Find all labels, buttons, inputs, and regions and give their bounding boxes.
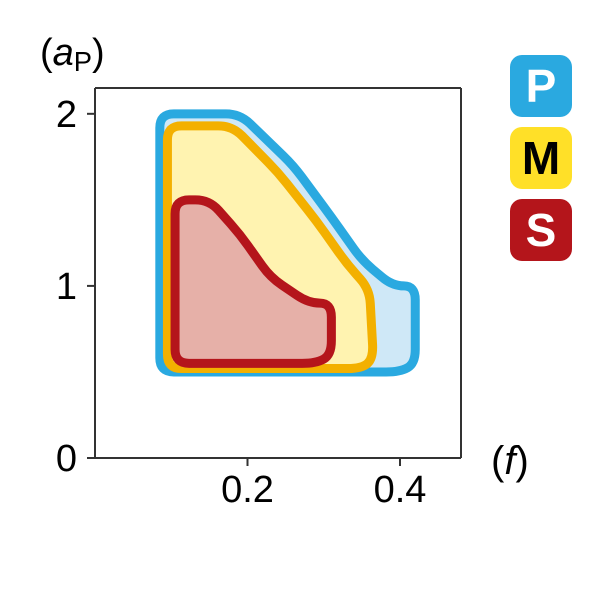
- y-tick-label: 1: [56, 266, 77, 308]
- x-axis-label: (f): [491, 439, 529, 483]
- legend-item-s: S: [510, 199, 572, 261]
- x-tick-label: 0.2: [221, 469, 274, 511]
- y-axis-label: (aP): [40, 32, 105, 77]
- legend-item-p: P: [510, 55, 572, 117]
- y-tick-label: 2: [56, 94, 77, 136]
- y-tick-label: 0: [56, 438, 77, 480]
- legend-item-m: M: [510, 127, 572, 189]
- cutting-range-chart: 0 1 2 0.2 0.4 (aP) (f) PMS: [0, 0, 600, 600]
- x-tick-label: 0.4: [374, 469, 427, 511]
